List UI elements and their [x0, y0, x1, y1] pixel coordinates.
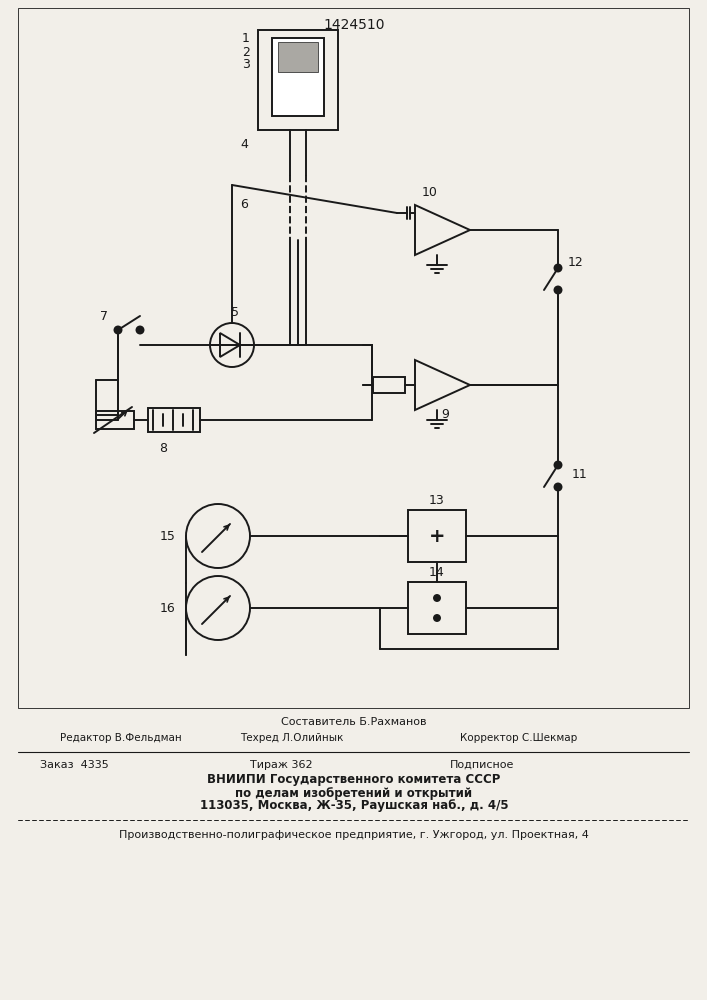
Polygon shape — [415, 360, 470, 410]
Bar — [148, 408, 200, 432]
Circle shape — [434, 615, 440, 621]
Text: Тираж 362: Тираж 362 — [250, 760, 312, 770]
Text: 13: 13 — [429, 493, 445, 506]
Text: 113035, Москва, Ж-35, Раушская наб., д. 4/5: 113035, Москва, Ж-35, Раушская наб., д. … — [199, 800, 508, 812]
Text: по делам изобретений и открытий: по делам изобретений и открытий — [235, 786, 472, 800]
Circle shape — [136, 326, 144, 334]
Circle shape — [554, 484, 561, 490]
Bar — [408, 510, 466, 562]
Circle shape — [434, 595, 440, 601]
Polygon shape — [415, 205, 470, 255]
Text: 2: 2 — [242, 45, 250, 58]
Text: 7: 7 — [100, 310, 108, 322]
Text: Корректор С.Шекмар: Корректор С.Шекмар — [460, 733, 577, 743]
Text: 10: 10 — [422, 186, 438, 200]
Text: 1424510: 1424510 — [323, 18, 385, 32]
Text: +: + — [428, 526, 445, 546]
Circle shape — [554, 264, 561, 271]
Bar — [272, 38, 324, 116]
Text: 9: 9 — [441, 408, 449, 422]
Text: Заказ  4335: Заказ 4335 — [40, 760, 109, 770]
Text: 14: 14 — [429, 566, 445, 578]
Text: 6: 6 — [240, 198, 248, 212]
Text: Техред Л.Олийнык: Техред Л.Олийнык — [240, 733, 344, 743]
Text: 15: 15 — [160, 530, 176, 542]
Text: Производственно-полиграфическое предприятие, г. Ужгород, ул. Проектная, 4: Производственно-полиграфическое предприя… — [119, 830, 589, 840]
Bar — [373, 377, 405, 393]
Text: Составитель Б.Рахманов: Составитель Б.Рахманов — [281, 717, 427, 727]
Text: ВНИИПИ Государственного комитета СССР: ВНИИПИ Государственного комитета СССР — [207, 774, 501, 786]
Bar — [18, 8, 689, 708]
Bar — [278, 42, 318, 72]
Circle shape — [554, 286, 561, 294]
Circle shape — [186, 504, 250, 568]
Text: Подписное: Подписное — [450, 760, 515, 770]
Text: 4: 4 — [240, 138, 248, 151]
Bar — [96, 411, 134, 429]
Circle shape — [115, 326, 122, 334]
Text: 5: 5 — [231, 306, 239, 320]
Text: 12: 12 — [568, 256, 584, 269]
Bar — [258, 30, 338, 130]
Bar — [408, 582, 466, 634]
Circle shape — [554, 462, 561, 468]
Text: 16: 16 — [160, 601, 176, 614]
Text: 8: 8 — [159, 442, 167, 454]
Text: 3: 3 — [242, 58, 250, 72]
Circle shape — [210, 323, 254, 367]
Text: Редактор В.Фельдман: Редактор В.Фельдман — [60, 733, 182, 743]
Text: 1: 1 — [242, 31, 250, 44]
Circle shape — [186, 576, 250, 640]
Text: 11: 11 — [572, 468, 588, 482]
